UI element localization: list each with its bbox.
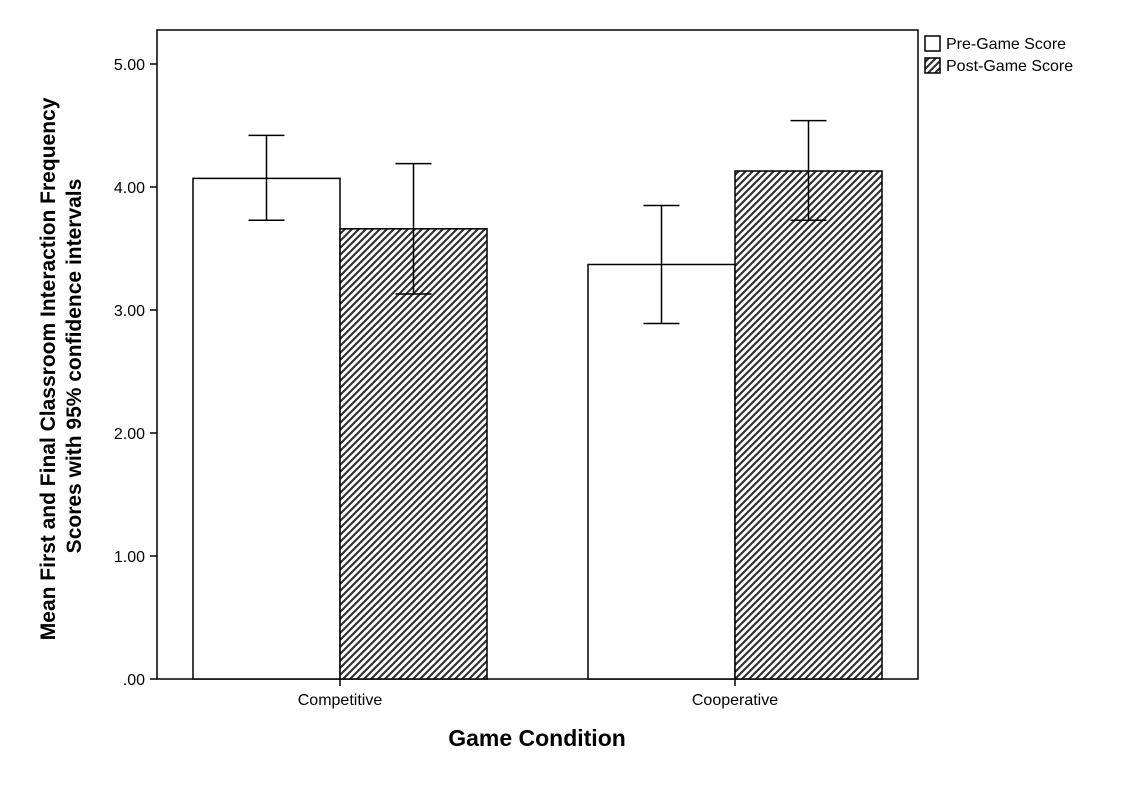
bar-plain: [587, 263, 736, 680]
bar-hatched: [734, 170, 883, 680]
y-axis-title-line-2: Scores with 95% confidence intervals: [63, 179, 86, 554]
legend-swatch-hatched: [924, 57, 941, 74]
x-category-label: Cooperative: [692, 692, 778, 709]
y-axis-title-line-1: Mean First and Final Classroom Interacti…: [37, 97, 60, 640]
legend: Pre-Game Score Post-Game Score: [924, 35, 1073, 75]
y-tick-label: 4.00: [114, 180, 145, 197]
y-tick-label: 3.00: [114, 303, 145, 320]
error-bars: [248, 119, 827, 325]
y-tick-label: 5.00: [114, 57, 145, 74]
plot-frame: [156, 29, 919, 680]
y-tick-label: .00: [123, 672, 145, 689]
bar-hatched: [339, 228, 488, 680]
x-category-label: Competitive: [298, 692, 383, 709]
legend-swatch-plain: [924, 35, 941, 52]
y-tick-label: 2.00: [114, 426, 145, 443]
x-axis: Competitive Cooperative: [298, 679, 778, 709]
legend-label: Pre-Game Score: [946, 36, 1066, 53]
legend-label: Post-Game Score: [946, 58, 1073, 75]
y-axis: .00 1.00 2.00 3.00 4.00 5.00: [114, 57, 157, 689]
bars: [192, 170, 883, 680]
y-tick-label: 1.00: [114, 549, 145, 566]
x-axis-title: Game Condition: [448, 725, 626, 751]
y-axis-title: Mean First and Final Classroom Interacti…: [37, 92, 86, 640]
bar-plain: [192, 177, 341, 680]
